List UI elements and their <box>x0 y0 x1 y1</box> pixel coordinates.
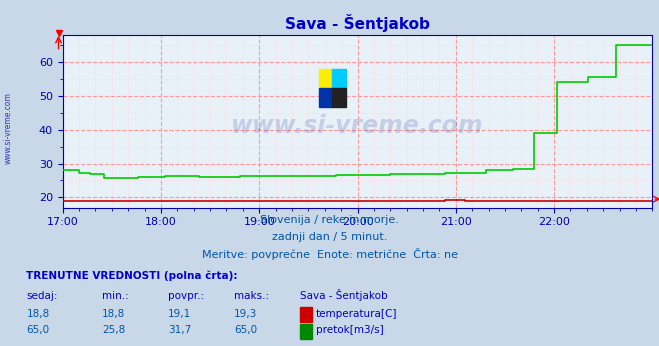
Text: 31,7: 31,7 <box>168 325 191 335</box>
Title: Sava - Šentjakob: Sava - Šentjakob <box>285 14 430 32</box>
Text: Slovenija / reke in morje.: Slovenija / reke in morje. <box>260 215 399 225</box>
Text: 19,1: 19,1 <box>168 309 191 319</box>
Text: min.:: min.: <box>102 291 129 301</box>
Text: maks.:: maks.: <box>234 291 269 301</box>
Bar <box>332 69 346 88</box>
Text: TRENUTNE VREDNOSTI (polna črta):: TRENUTNE VREDNOSTI (polna črta): <box>26 270 238 281</box>
Bar <box>319 69 332 88</box>
Text: temperatura[C]: temperatura[C] <box>316 309 397 319</box>
Text: 65,0: 65,0 <box>26 325 49 335</box>
Text: Sava - Šentjakob: Sava - Šentjakob <box>300 289 387 301</box>
Text: zadnji dan / 5 minut.: zadnji dan / 5 minut. <box>272 233 387 243</box>
Text: 25,8: 25,8 <box>102 325 125 335</box>
Bar <box>332 88 346 107</box>
Text: 19,3: 19,3 <box>234 309 257 319</box>
Text: povpr.:: povpr.: <box>168 291 204 301</box>
Text: 18,8: 18,8 <box>102 309 125 319</box>
Text: www.si-vreme.com: www.si-vreme.com <box>231 114 484 138</box>
Text: 65,0: 65,0 <box>234 325 257 335</box>
Text: pretok[m3/s]: pretok[m3/s] <box>316 325 384 335</box>
Text: www.si-vreme.com: www.si-vreme.com <box>3 92 13 164</box>
Text: Meritve: povprečne  Enote: metrične  Črta: ne: Meritve: povprečne Enote: metrične Črta:… <box>202 248 457 260</box>
Text: 18,8: 18,8 <box>26 309 49 319</box>
Bar <box>319 88 332 107</box>
Text: sedaj:: sedaj: <box>26 291 58 301</box>
